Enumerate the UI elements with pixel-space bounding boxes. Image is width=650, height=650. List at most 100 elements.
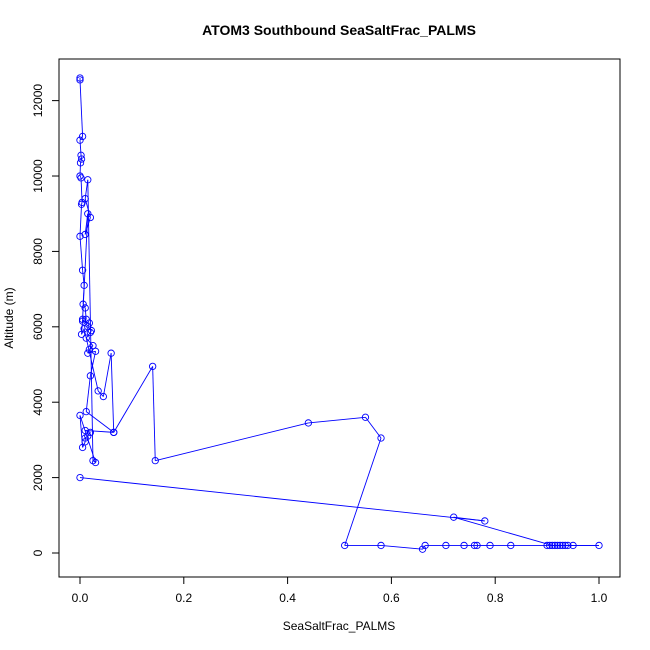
series-segment — [308, 416, 366, 424]
x-tick-label: 0.4 — [279, 591, 296, 605]
data-point — [86, 328, 95, 337]
data-point — [81, 230, 89, 239]
data-point — [551, 541, 559, 550]
series-segment — [155, 422, 309, 462]
data-point — [110, 428, 118, 437]
series-segment — [380, 545, 423, 550]
series-segment — [152, 366, 156, 461]
series-segment — [365, 417, 382, 439]
data-point — [76, 411, 84, 420]
data-point — [559, 541, 567, 550]
series-segment — [85, 337, 94, 346]
series-segment — [110, 353, 115, 433]
series-segment — [79, 140, 82, 156]
y-tick-label: 8000 — [31, 238, 45, 265]
data-point — [486, 541, 494, 550]
data-point — [84, 349, 92, 357]
data-point — [80, 281, 88, 289]
series-segment — [102, 353, 112, 397]
data-point — [76, 232, 84, 240]
data-point — [86, 372, 95, 380]
series-segment — [79, 162, 81, 177]
series-segment — [79, 175, 82, 179]
data-point — [548, 541, 556, 550]
data-point — [460, 541, 468, 550]
plot-frame — [58, 58, 621, 578]
y-tick-label: 12000 — [31, 84, 45, 118]
data-point — [82, 407, 90, 416]
data-point — [470, 541, 479, 550]
series-segment — [81, 202, 83, 205]
x-tick-label: 1.0 — [591, 591, 608, 605]
series-segment — [85, 411, 115, 433]
series-segment — [79, 136, 83, 141]
data-point — [77, 200, 86, 208]
data-point — [595, 541, 603, 550]
data-point — [76, 74, 84, 82]
y-tick-label: 2000 — [31, 464, 45, 491]
data-point — [78, 266, 87, 274]
data-point — [77, 155, 86, 163]
data-point — [553, 541, 562, 550]
data-point — [77, 151, 85, 159]
series-segment — [453, 516, 553, 546]
data-point — [149, 362, 157, 371]
data-point — [543, 541, 551, 550]
data-point — [81, 434, 89, 442]
x-axis-label: SeaSaltFrac_PALMS — [283, 619, 396, 633]
data-point — [564, 541, 572, 550]
series-segment — [82, 213, 89, 320]
series-segment — [84, 307, 87, 320]
data-point — [556, 541, 564, 550]
data-point — [78, 443, 87, 452]
data-point — [89, 456, 97, 465]
x-axis: 0.0 0.2 0.4 0.6 0.8 1.0 — [72, 576, 608, 605]
series-segment — [85, 430, 114, 433]
data-point — [442, 541, 450, 550]
data-point — [81, 304, 89, 312]
data-point — [473, 541, 481, 550]
series-segment — [79, 236, 84, 271]
data-point — [86, 428, 95, 437]
series-segment — [81, 319, 84, 335]
data-point — [91, 347, 100, 355]
chart-title: ATOM3 Southbound SeaSaltFrac_PALMS — [202, 22, 476, 38]
data-point — [76, 473, 84, 482]
x-tick-label: 0.8 — [487, 591, 504, 605]
series-segment — [79, 204, 83, 237]
series-segment — [82, 270, 85, 286]
data-point — [81, 194, 89, 203]
series-points — [76, 74, 603, 553]
series-segment — [97, 390, 104, 397]
series-segment — [92, 460, 96, 463]
data-point — [481, 517, 489, 525]
series-segment — [344, 437, 382, 546]
data-point — [78, 317, 87, 325]
series-segment — [113, 366, 154, 433]
data-point — [85, 319, 93, 327]
data-point — [87, 326, 96, 335]
y-axis-label: Altitude (m) — [2, 287, 16, 348]
series-segment — [87, 432, 91, 437]
y-tick-label: 10000 — [31, 159, 45, 193]
data-point — [341, 541, 349, 550]
data-point — [78, 132, 87, 141]
data-point — [76, 159, 85, 167]
x-tick-label: 0.6 — [383, 591, 400, 605]
series-lines — [79, 78, 599, 550]
data-point — [377, 541, 385, 550]
y-tick-label: 4000 — [31, 389, 45, 416]
data-point — [79, 300, 87, 308]
series-segment — [85, 375, 91, 412]
series-segment — [83, 328, 99, 391]
y-tick-label: 0 — [31, 549, 45, 556]
y-tick-label: 6000 — [31, 313, 45, 340]
x-tick-label: 0.2 — [175, 591, 192, 605]
series-segment — [85, 430, 91, 433]
data-point — [418, 545, 427, 553]
data-point — [304, 419, 313, 427]
data-point — [84, 210, 92, 218]
data-point — [77, 174, 85, 182]
series-segment — [79, 79, 84, 137]
data-point — [82, 334, 90, 342]
